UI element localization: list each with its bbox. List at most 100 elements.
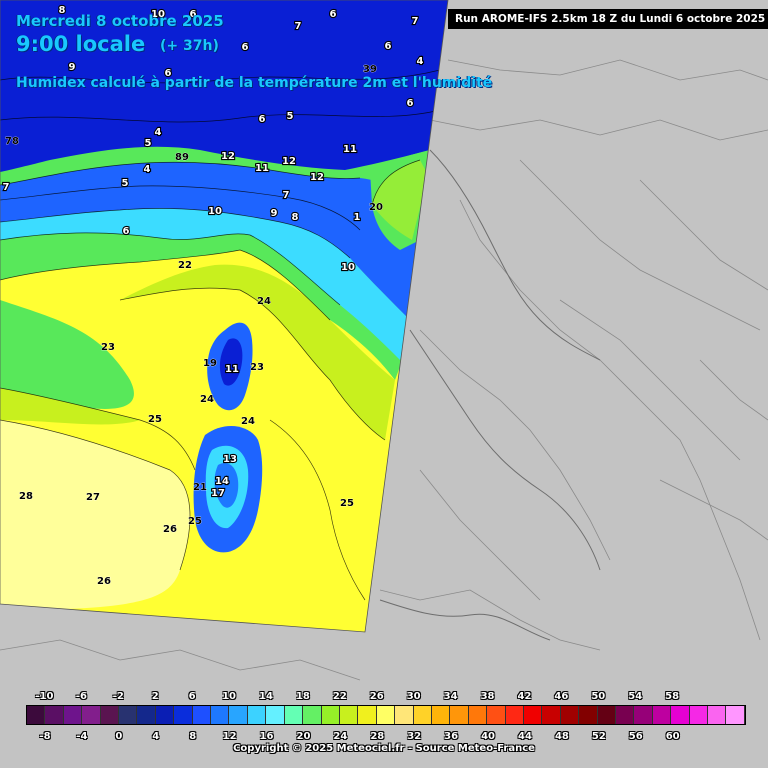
legend-swatch bbox=[247, 706, 267, 724]
map-value-label: 13 bbox=[223, 454, 237, 465]
legend-tick-top: 46 bbox=[554, 691, 569, 702]
map-value-label: 26 bbox=[97, 576, 111, 587]
legend-tick-top: -10 bbox=[35, 691, 54, 702]
map-value-label: 6 bbox=[385, 41, 392, 52]
map-value-label: 25 bbox=[340, 498, 354, 509]
legend-swatch bbox=[321, 706, 340, 724]
legend-swatch bbox=[671, 706, 690, 724]
legend-tick-bottom: 0 bbox=[115, 731, 123, 742]
legend-swatch bbox=[726, 706, 745, 724]
legend-tick-top: 22 bbox=[332, 691, 347, 702]
legend-tick-top: 14 bbox=[259, 691, 273, 702]
legend-tick-bottom: 32 bbox=[407, 731, 422, 742]
legend-swatch bbox=[579, 706, 598, 724]
map-value-label: 11 bbox=[255, 163, 269, 174]
legend-tick-bottom: 28 bbox=[370, 731, 385, 742]
legend-tick-bottom: 24 bbox=[333, 731, 348, 742]
legend-swatch bbox=[63, 706, 83, 724]
map-value-label: 11 bbox=[343, 144, 357, 155]
legend-swatch bbox=[192, 706, 212, 724]
legend-swatch bbox=[413, 706, 432, 724]
legend-swatch bbox=[376, 706, 396, 724]
legend-swatch bbox=[174, 706, 193, 724]
legend-swatch bbox=[82, 706, 101, 724]
map-value-label: 7 bbox=[295, 21, 302, 32]
legend-swatch bbox=[284, 706, 304, 724]
legend-swatch bbox=[634, 706, 653, 724]
legend-swatch bbox=[450, 706, 469, 724]
map-value-label: 5 bbox=[122, 178, 129, 189]
map-value-label: 6 bbox=[165, 68, 172, 79]
map-value-label: 6 bbox=[407, 98, 414, 109]
forecast-date: Mercredi 8 octobre 2025 bbox=[16, 12, 224, 30]
legend-tick-bottom: 40 bbox=[481, 731, 496, 742]
legend-tick-bottom: 12 bbox=[222, 731, 237, 742]
map-value-label: 25 bbox=[188, 516, 202, 527]
legend-swatch bbox=[468, 706, 488, 724]
map-value-label: 4 bbox=[155, 127, 162, 138]
legend-swatch bbox=[211, 706, 230, 724]
copyright-notice: Copyright © 2025 Meteociel.fr - Source M… bbox=[233, 743, 535, 754]
map-value-label: 10 bbox=[151, 9, 165, 20]
map-value-label: 6 bbox=[242, 42, 249, 53]
color-scale-legend bbox=[26, 705, 746, 725]
legend-swatch bbox=[708, 706, 727, 724]
legend-tick-top: -6 bbox=[75, 691, 87, 702]
map-value-label: 27 bbox=[86, 492, 100, 503]
legend-swatch bbox=[119, 706, 138, 724]
legend-tick-top: 50 bbox=[591, 691, 606, 702]
map-value-label: 78 bbox=[5, 136, 19, 147]
legend-tick-bottom: 44 bbox=[518, 731, 532, 742]
coastlines bbox=[379, 149, 601, 641]
legend-tick-top: 54 bbox=[628, 691, 643, 702]
contour-lines bbox=[0, 69, 441, 601]
legend-tick-top: 26 bbox=[369, 691, 384, 702]
map-value-label: 24 bbox=[241, 416, 255, 427]
run-info-banner: Run AROME-IFS 2.5km 18 Z du Lundi 6 octo… bbox=[448, 9, 768, 29]
legend-tick-bottom: 48 bbox=[554, 731, 569, 742]
map-value-label: 12 bbox=[221, 151, 235, 162]
legend-tick-bottom: -8 bbox=[39, 731, 51, 742]
legend-tick-top: 10 bbox=[222, 691, 237, 702]
legend-tick-top: 34 bbox=[443, 691, 458, 702]
map-value-label: 17 bbox=[211, 488, 225, 499]
legend-swatch bbox=[358, 706, 377, 724]
legend-swatch bbox=[100, 706, 120, 724]
map-value-label: 7 bbox=[283, 190, 290, 201]
humidex-field bbox=[0, 0, 448, 632]
legend-tick-top: -2 bbox=[112, 691, 124, 702]
map-value-label: 20 bbox=[369, 202, 383, 213]
map-value-label: 22 bbox=[178, 260, 192, 271]
legend-swatch bbox=[303, 706, 322, 724]
legend-tick-top: 2 bbox=[151, 691, 159, 702]
map-value-label: 39 bbox=[363, 64, 377, 75]
legend-tick-top: 6 bbox=[188, 691, 196, 702]
forecast-time: 9:00 locale bbox=[16, 32, 146, 56]
legend-swatch bbox=[395, 706, 414, 724]
model-domain-outline bbox=[0, 0, 449, 633]
legend-swatch bbox=[652, 706, 672, 724]
legend-swatch bbox=[689, 706, 709, 724]
map-value-label: 19 bbox=[203, 358, 217, 369]
map-value-label: 21 bbox=[193, 482, 207, 493]
map-value-label: 9 bbox=[271, 208, 278, 219]
legend-tick-top: 30 bbox=[406, 691, 421, 702]
legend-swatch bbox=[542, 706, 561, 724]
legend-swatch bbox=[27, 706, 46, 724]
map-value-label: 10 bbox=[208, 206, 222, 217]
map-value-label: 14 bbox=[215, 476, 229, 487]
legend-tick-bottom: 16 bbox=[259, 731, 274, 742]
map-value-label: 10 bbox=[341, 262, 355, 273]
map-value-label: 7 bbox=[3, 182, 10, 193]
legend-tick-bottom: 4 bbox=[152, 731, 160, 742]
legend-tick-top: 38 bbox=[480, 691, 495, 702]
map-value-label: 7 bbox=[412, 16, 419, 27]
legend-tick-top: 18 bbox=[295, 691, 310, 702]
legend-swatch bbox=[229, 706, 248, 724]
map-value-label: 4 bbox=[144, 164, 151, 175]
map-value-label: 8 bbox=[59, 5, 66, 16]
map-value-label: 12 bbox=[310, 172, 324, 183]
legend-tick-bottom: 36 bbox=[444, 731, 459, 742]
forecast-lead-time: (+ 37h) bbox=[160, 38, 219, 54]
